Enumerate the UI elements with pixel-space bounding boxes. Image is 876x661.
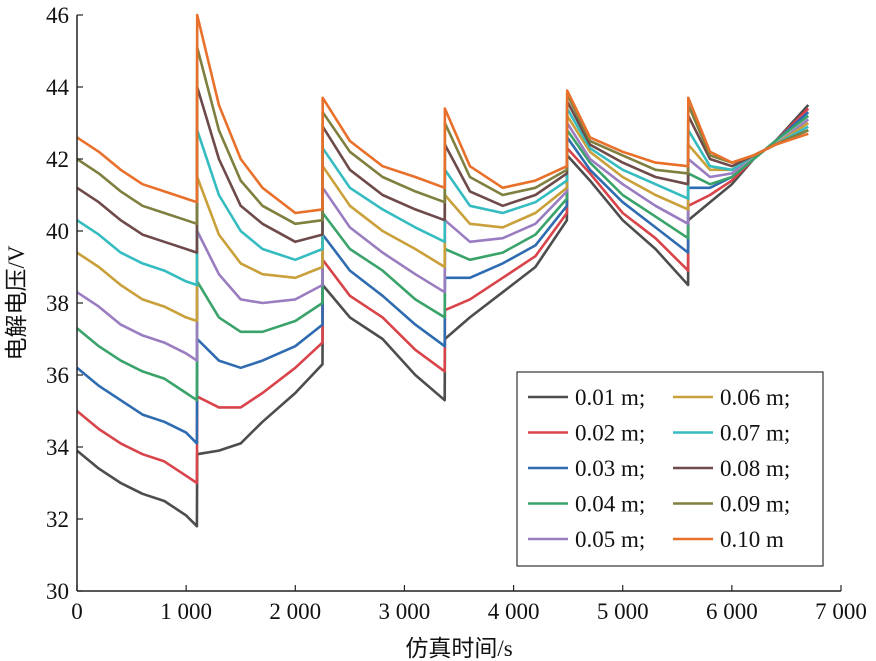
legend-label: 0.06 m; xyxy=(720,385,790,410)
x-tick-label: 3 000 xyxy=(379,599,431,624)
x-tick-label: 2 000 xyxy=(269,599,321,624)
legend-label: 0.10 m xyxy=(720,527,784,552)
legend-label: 0.03 m; xyxy=(575,456,645,481)
x-tick-label: 7 000 xyxy=(815,599,867,624)
y-tick-label: 38 xyxy=(46,291,69,316)
x-tick-label: 1 000 xyxy=(160,599,212,624)
y-tick-label: 34 xyxy=(46,435,70,460)
legend-label: 0.04 m; xyxy=(575,492,645,517)
legend-label: 0.01 m; xyxy=(575,385,645,410)
x-tick-label: 6 000 xyxy=(706,599,758,624)
legend-label: 0.08 m; xyxy=(720,456,790,481)
y-tick-label: 36 xyxy=(46,363,69,388)
legend-label: 0.05 m; xyxy=(575,527,645,552)
y-tick-label: 44 xyxy=(46,75,70,100)
series-line-10 xyxy=(76,13,809,215)
y-tick-label: 30 xyxy=(46,579,69,604)
x-tick-label: 5 000 xyxy=(597,599,649,624)
y-tick-label: 46 xyxy=(46,3,69,28)
y-axis-label: 电解电压/V xyxy=(4,245,29,360)
ticks: 0 1 000 2 000 3 000 4 000 5 000 6 000 7 000 30 32… xyxy=(46,3,867,624)
y-tick-label: 32 xyxy=(46,507,69,532)
legend-label: 0.02 m; xyxy=(575,421,645,446)
x-tick-label: 4 000 xyxy=(488,599,540,624)
series-line-8 xyxy=(76,85,809,254)
y-tick-label: 42 xyxy=(46,147,69,172)
legend-label: 0.07 m; xyxy=(720,421,790,446)
legend-label: 0.09 m; xyxy=(720,492,790,517)
x-tick-label: 0 xyxy=(71,599,83,624)
y-tick-label: 40 xyxy=(46,219,69,244)
x-axis-label: 仿真时间/s xyxy=(405,636,512,661)
series-layer xyxy=(76,13,810,528)
legend: 0.01 m; 0.02 m; 0.03 m; 0.04 m; 0.05 m; 0.06 … xyxy=(516,371,824,567)
